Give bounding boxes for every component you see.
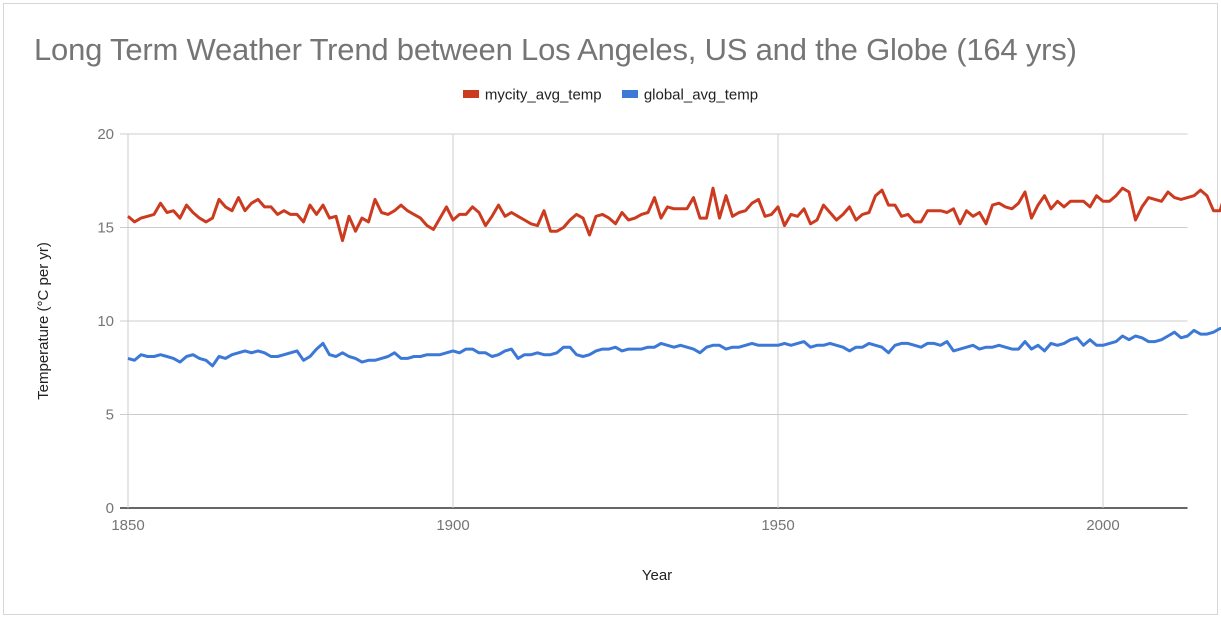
x-axis-title: Year [642, 567, 672, 584]
x-tick-label: 1850 [111, 517, 144, 534]
x-tick-label: 2000 [1086, 517, 1119, 534]
y-tick-label: 15 [97, 220, 114, 237]
x-tick-label: 1950 [761, 517, 794, 534]
gridlines [120, 134, 1188, 508]
series-line-mycity_avg_temp[interactable] [128, 171, 1221, 240]
y-tick-label: 20 [97, 126, 114, 143]
y-axis-title: Temperature (°C per yr) [35, 242, 52, 400]
series-lines [128, 171, 1221, 366]
x-tick-label: 1900 [436, 517, 469, 534]
y-tick-label: 10 [97, 313, 114, 330]
y-tick-label: 5 [106, 407, 114, 424]
tick-labels: 0 5 10 15 20 1850 1900 1950 2000 [97, 126, 1119, 534]
y-tick-label: 0 [106, 500, 114, 517]
series-line-global_avg_temp[interactable] [128, 327, 1221, 366]
